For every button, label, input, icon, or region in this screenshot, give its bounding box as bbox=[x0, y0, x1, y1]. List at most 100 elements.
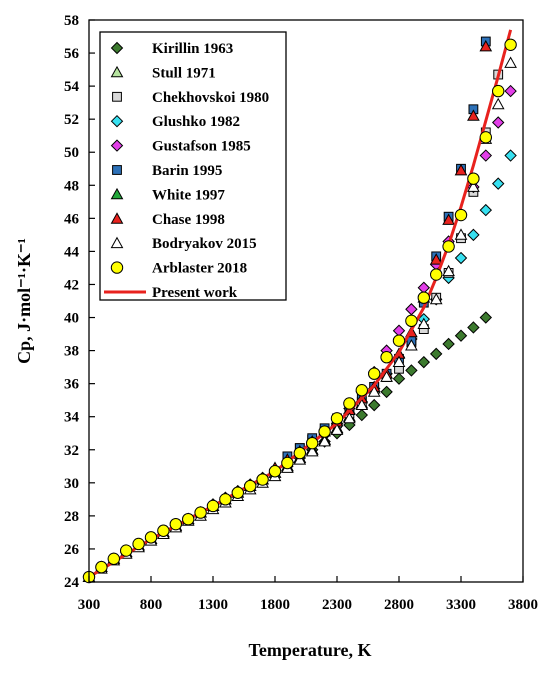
y-tick-label: 24 bbox=[64, 575, 80, 591]
data-point-arblaster-2018 bbox=[182, 512, 195, 526]
data-point-glushko-1982 bbox=[467, 228, 480, 242]
data-point-kirillin-1963 bbox=[405, 364, 418, 377]
data-point-arblaster-2018 bbox=[107, 552, 121, 566]
data-point-bodryakov-2015 bbox=[467, 180, 480, 192]
data-point-arblaster-2018 bbox=[157, 524, 170, 537]
data-point-gustafson-1985 bbox=[479, 149, 493, 162]
data-point-arblaster-2018 bbox=[231, 486, 245, 499]
y-tick-label: 30 bbox=[64, 476, 79, 492]
data-point-bodryakov-2015 bbox=[454, 228, 468, 240]
legend-swatch bbox=[110, 236, 124, 249]
legend-swatch bbox=[110, 212, 124, 224]
data-point-bodryakov-2015 bbox=[318, 434, 331, 447]
y-tick-label: 56 bbox=[64, 46, 80, 62]
legend-swatch bbox=[110, 139, 124, 152]
data-point-kirillin-1963 bbox=[467, 321, 480, 334]
legend-label: Chekhovskoi 1980 bbox=[152, 90, 269, 106]
data-point-kirillin-1963 bbox=[367, 398, 381, 412]
data-point-arblaster-2018 bbox=[219, 493, 232, 506]
legend-item-kirillin-1963: Kirillin 1963 bbox=[110, 41, 233, 57]
legend-item-stull-1971: Stull 1971 bbox=[110, 65, 216, 81]
data-point-kirillin-1963 bbox=[355, 408, 369, 422]
data-point-arblaster-2018 bbox=[392, 334, 406, 347]
data-point-arblaster-2018 bbox=[132, 537, 145, 551]
data-point-arblaster-2018 bbox=[355, 384, 368, 397]
legend-item-barin-1995: Barin 1995 bbox=[112, 163, 222, 179]
x-tick-label: 800 bbox=[140, 597, 163, 613]
legend-label: Kirillin 1963 bbox=[152, 41, 233, 57]
data-point-arblaster-2018 bbox=[206, 499, 220, 513]
data-point-arblaster-2018 bbox=[318, 425, 331, 438]
legend-label: Glushko 1982 bbox=[152, 114, 240, 130]
data-point-arblaster-2018 bbox=[144, 531, 158, 544]
legend-swatch bbox=[112, 165, 122, 175]
data-point-arblaster-2018 bbox=[442, 240, 455, 253]
series-arblaster-2018 bbox=[82, 38, 517, 584]
data-point-chase-1998 bbox=[479, 39, 493, 52]
legend-swatch bbox=[110, 261, 124, 274]
legend-box bbox=[99, 31, 287, 301]
y-tick-label: 50 bbox=[64, 145, 79, 161]
legend-label: Gustafson 1985 bbox=[152, 139, 251, 155]
legend-swatch bbox=[110, 65, 124, 78]
data-point-arblaster-2018 bbox=[504, 38, 517, 51]
legend-item-glushko-1982: Glushko 1982 bbox=[110, 114, 240, 130]
data-point-arblaster-2018 bbox=[430, 268, 443, 281]
data-point-kirillin-1963 bbox=[429, 347, 443, 361]
data-point-gustafson-1985 bbox=[504, 84, 517, 98]
data-point-gustafson-1985 bbox=[491, 116, 505, 129]
plot-frame bbox=[88, 19, 524, 583]
legend-item-arblaster-2018: Arblaster 2018 bbox=[110, 261, 247, 277]
data-point-bodryakov-2015 bbox=[491, 97, 505, 110]
x-tick-label: 2300 bbox=[322, 597, 352, 613]
data-point-kirillin-1963 bbox=[380, 385, 393, 399]
data-point-chase-1998 bbox=[429, 253, 443, 265]
x-tick-label: 300 bbox=[78, 597, 101, 613]
legend-label: Stull 1971 bbox=[152, 65, 216, 81]
data-point-arblaster-2018 bbox=[454, 208, 468, 222]
data-point-bodryakov-2015 bbox=[429, 292, 443, 305]
legend-swatch bbox=[110, 114, 124, 128]
legend-item-chekhovskoi-1980: Chekhovskoi 1980 bbox=[112, 90, 269, 106]
y-tick-label: 40 bbox=[64, 311, 79, 327]
data-point-kirillin-1963 bbox=[442, 337, 455, 351]
data-point-bodryakov-2015 bbox=[380, 370, 393, 382]
data-point-kirillin-1963 bbox=[392, 372, 406, 385]
y-tick-label: 38 bbox=[64, 344, 79, 360]
data-point-arblaster-2018 bbox=[95, 560, 108, 574]
x-tick-label: 2800 bbox=[384, 597, 414, 613]
data-point-glushko-1982 bbox=[491, 177, 505, 190]
data-point-kirillin-1963 bbox=[454, 329, 468, 342]
data-point-arblaster-2018 bbox=[479, 131, 492, 144]
data-point-chase-1998 bbox=[454, 163, 468, 176]
y-tick-label: 58 bbox=[64, 13, 79, 29]
y-tick-label: 48 bbox=[64, 178, 79, 194]
y-axis-title: Cp, J·mol⁻¹·K⁻¹ bbox=[14, 238, 34, 364]
data-point-arblaster-2018 bbox=[120, 544, 133, 557]
data-point-arblaster-2018 bbox=[194, 506, 207, 519]
legend-label: Arblaster 2018 bbox=[152, 261, 247, 277]
data-point-glushko-1982 bbox=[504, 149, 517, 162]
data-point-arblaster-2018 bbox=[306, 436, 319, 450]
data-point-arblaster-2018 bbox=[417, 291, 430, 304]
data-point-arblaster-2018 bbox=[380, 351, 393, 364]
data-point-bodryakov-2015 bbox=[417, 317, 431, 330]
y-tick-label: 54 bbox=[64, 79, 80, 95]
legend-swatch bbox=[110, 41, 124, 55]
y-tick-label: 28 bbox=[64, 509, 79, 525]
x-tick-label: 3300 bbox=[446, 597, 476, 613]
data-point-kirillin-1963 bbox=[417, 355, 431, 369]
legend-label: Chase 1998 bbox=[152, 212, 225, 228]
data-point-bodryakov-2015 bbox=[442, 264, 455, 277]
x-axis-title: Temperature, K bbox=[249, 640, 372, 660]
data-point-glushko-1982 bbox=[454, 251, 468, 265]
legend-item-gustafson-1985: Gustafson 1985 bbox=[110, 139, 251, 155]
y-tick-label: 52 bbox=[64, 112, 79, 128]
data-point-bodryakov-2015 bbox=[305, 444, 319, 457]
y-tick-label: 44 bbox=[64, 244, 80, 260]
data-point-bodryakov-2015 bbox=[405, 339, 418, 351]
data-marks bbox=[82, 29, 517, 584]
legend-swatch bbox=[112, 91, 122, 102]
legend-item-white-1997: White 1997 bbox=[110, 187, 225, 203]
